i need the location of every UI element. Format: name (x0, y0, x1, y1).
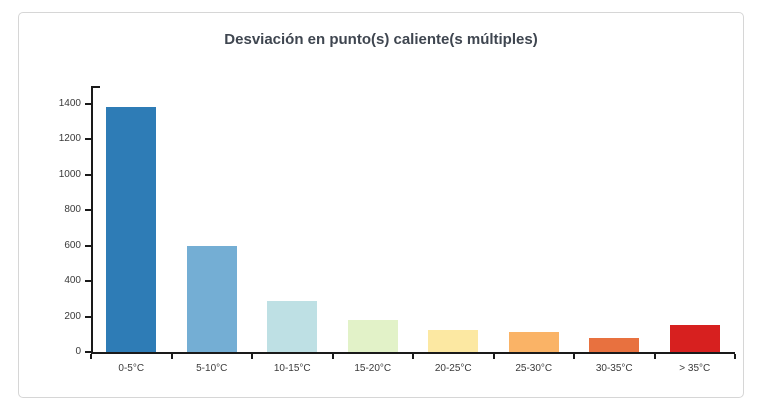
x-tick (412, 354, 414, 359)
y-tick (85, 351, 91, 353)
y-tick-label: 400 (64, 275, 81, 287)
x-tick (653, 354, 656, 359)
y-tick-label: 0 (75, 346, 81, 357)
y-tick (85, 315, 91, 318)
x-tick-label: 15-20°C (354, 363, 392, 374)
y-tick-label: 200 (64, 310, 81, 322)
x-tick (170, 354, 173, 359)
x-tick (573, 354, 575, 359)
bar[interactable] (428, 329, 479, 352)
x-tick (331, 354, 334, 359)
y-tick-label: 1400 (58, 97, 81, 109)
x-tick (90, 354, 92, 359)
x-tick-label: 10-15°C (273, 363, 311, 374)
y-tick-label: 1000 (58, 168, 81, 180)
bar[interactable] (106, 107, 157, 352)
bar[interactable] (508, 332, 559, 352)
chart-title: Desviación en punto(s) caliente(s múltip… (224, 31, 538, 48)
x-tick-label: 5-10°C (196, 363, 228, 374)
bar[interactable] (669, 324, 720, 352)
bar-chart: 0 200 400 600 800 1000 1200 1400 0-5°C 5-10°C 10-1… (19, 13, 743, 397)
x-tick-label: 0-5°C (118, 363, 145, 374)
y-tick-label: 800 (64, 204, 81, 216)
chart-card: Desviación en punto(s) caliente(s múltip… (18, 12, 744, 398)
x-axis (91, 352, 735, 354)
x-tick-label: 30-35°C (595, 363, 633, 374)
bar[interactable] (589, 337, 640, 352)
bar[interactable] (267, 300, 318, 352)
y-tick-label: 1200 (58, 133, 81, 145)
y-tick-label: 600 (64, 239, 81, 251)
y-tick (85, 209, 91, 212)
x-tick (734, 354, 736, 359)
y-tick (85, 244, 91, 247)
y-tick (85, 173, 91, 176)
x-tick-label: 20-25°C (434, 363, 472, 374)
y-tick (85, 102, 91, 105)
y-axis (91, 86, 93, 354)
y-tick (85, 138, 91, 141)
bar[interactable] (186, 245, 237, 352)
y-tick (85, 280, 91, 283)
y-axis-top-cap (91, 86, 100, 88)
x-tick-label: > 35°C (679, 363, 711, 374)
x-tick (251, 354, 253, 359)
x-tick-label: 25-30°C (515, 363, 553, 374)
x-tick (492, 354, 495, 359)
bar[interactable] (347, 320, 398, 352)
